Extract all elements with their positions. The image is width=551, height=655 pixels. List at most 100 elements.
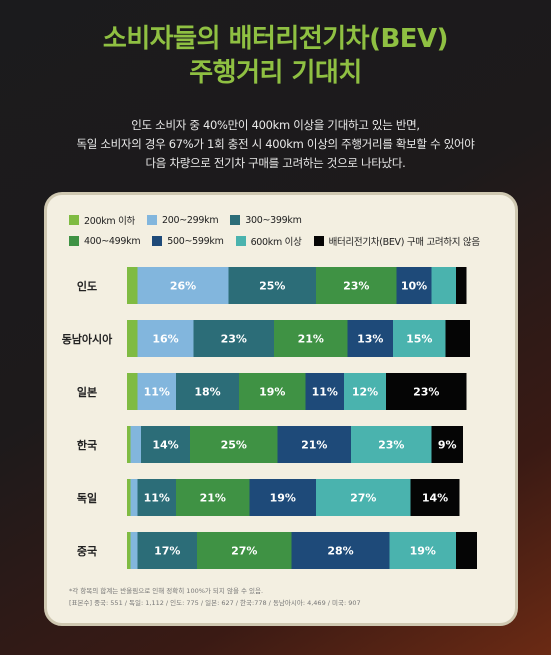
bar-segment xyxy=(456,267,467,304)
bar-segment xyxy=(396,267,432,304)
legend-item: 배터리전기차(BEV) 구매 고려하지 않음 xyxy=(313,234,481,248)
subtitle-line-3: 다음 차량으로 전기차 구매를 고려하는 것으로 나타났다. xyxy=(145,156,406,170)
data-label: 11% xyxy=(144,492,170,505)
bar-segment xyxy=(347,320,393,357)
subtitle-line-2: 독일 소비자의 경우 67%가 1회 충전 시 400km 이상의 주행거리를 … xyxy=(76,137,475,151)
data-label: 9% xyxy=(438,439,457,452)
category-label: 일본 xyxy=(76,385,98,399)
bar-segment xyxy=(130,426,141,463)
legend-swatch xyxy=(313,236,324,246)
data-label: 27% xyxy=(231,545,257,558)
data-label: 10% xyxy=(401,280,427,293)
bar-segment xyxy=(197,532,292,569)
bar-segment xyxy=(141,426,190,463)
data-label: 18% xyxy=(194,386,220,399)
title-line-1: 소비자들의 배터리전기차(BEV) xyxy=(102,24,449,54)
data-label: 23% xyxy=(221,333,247,346)
bar-segment xyxy=(431,426,463,463)
bar-segment xyxy=(274,320,348,357)
legend-swatch xyxy=(69,215,79,225)
data-label: 15% xyxy=(406,333,432,346)
page-title: 소비자들의 배터리전기차(BEV) 주행거리 기대치 xyxy=(0,22,551,90)
bar-segment xyxy=(277,426,351,463)
data-label: 12% xyxy=(352,386,378,399)
legend-label: 300~399km xyxy=(245,214,302,226)
legend-item: 200km 이하 xyxy=(69,213,135,227)
data-label: 23% xyxy=(343,280,369,293)
bar-segment xyxy=(137,373,176,410)
category-label: 중국 xyxy=(76,544,98,558)
bar-segment xyxy=(137,532,197,569)
chart-legend: 200km 이하 200~299km 300~399km 400~499km 500~5… xyxy=(69,213,509,255)
data-label: 25% xyxy=(259,280,285,293)
bar-segment xyxy=(137,267,229,304)
data-label: 28% xyxy=(327,545,353,558)
bar-segment xyxy=(127,426,131,463)
bar-segment xyxy=(386,373,467,410)
data-label: 25% xyxy=(221,439,247,452)
legend-item: 200~299km xyxy=(147,213,219,227)
category-label: 한국 xyxy=(76,438,98,452)
data-label: 14% xyxy=(152,439,178,452)
bar-segment xyxy=(316,267,397,304)
data-label: 16% xyxy=(152,333,178,346)
bar-segment xyxy=(137,479,176,516)
bar-segment xyxy=(393,320,446,357)
footnote-line-2: [표본수] 중국: 551 / 독일: 1,112 / 인도: 775 / 일본… xyxy=(69,599,361,607)
data-label: 11% xyxy=(312,386,338,399)
data-label: 23% xyxy=(413,386,439,399)
legend-swatch xyxy=(152,236,163,246)
footnote-line-1: *각 항목의 합계는 반올림으로 인해 정확히 100%가 되지 않을 수 있음… xyxy=(69,587,264,595)
legend-label: 500~599km xyxy=(167,235,224,247)
category-label: 동남아시아 xyxy=(61,332,113,346)
legend-row: 200km 이하 200~299km 300~399km xyxy=(69,213,509,227)
subtitle: 인도 소비자 중 40%만이 400km 이상을 기대하고 있는 반면, 독일 … xyxy=(0,116,551,173)
data-label: 21% xyxy=(301,439,327,452)
bar-segment xyxy=(127,532,131,569)
bar-segment xyxy=(193,320,274,357)
bar-segment xyxy=(456,532,477,569)
bar-segment xyxy=(351,426,432,463)
bar-segment xyxy=(176,479,250,516)
data-label: 23% xyxy=(378,439,404,452)
legend-row: 400~499km 500~599km 600km 이상 배터리전기차(BEV) 구매… xyxy=(69,234,509,248)
data-label: 19% xyxy=(270,492,296,505)
legend-label: 600km 이상 xyxy=(250,237,302,248)
data-label: 26% xyxy=(170,280,196,293)
bar-segment xyxy=(249,479,316,516)
bar-segment xyxy=(431,267,456,304)
data-label: 21% xyxy=(200,492,226,505)
bar-segment xyxy=(127,373,138,410)
legend-label: 400~499km xyxy=(84,235,141,247)
bar-segment xyxy=(305,373,344,410)
bar-segment xyxy=(127,320,138,357)
legend-swatch xyxy=(235,236,246,246)
bar-segment xyxy=(176,373,239,410)
legend-label: 배터리전기차(BEV) 구매 고려하지 않음 xyxy=(328,237,481,248)
data-label: 17% xyxy=(154,545,180,558)
legend-item: 500~599km xyxy=(152,234,224,248)
legend-label: 200km 이하 xyxy=(84,216,135,227)
bar-segment xyxy=(228,267,316,304)
bar-segment xyxy=(344,373,386,410)
bar-segment xyxy=(445,320,470,357)
legend-item: 400~499km xyxy=(69,234,141,248)
data-label: 19% xyxy=(410,545,436,558)
bar-segment xyxy=(239,373,306,410)
bar-segment xyxy=(410,479,460,516)
bar-segment xyxy=(190,426,278,463)
legend-item: 300~399km xyxy=(230,213,302,227)
legend-swatch xyxy=(147,215,157,225)
data-label: 14% xyxy=(422,492,448,505)
data-label: 19% xyxy=(259,386,285,399)
stacked-bar-chart: 26% 25% 23% 10% 16% 23% 21% 13% 15% 11% 18% 19% 11% 1… xyxy=(127,267,477,569)
footnote: *각 항목의 합계는 반올림으로 인해 정확히 100%가 되지 않을 수 있음… xyxy=(69,585,499,609)
data-label: 13% xyxy=(357,333,383,346)
bar-segment xyxy=(137,320,194,357)
bar-segment xyxy=(130,532,138,569)
legend-item: 600km 이상 xyxy=(235,234,302,248)
bar-segment xyxy=(389,532,456,569)
legend-swatch xyxy=(69,236,79,246)
legend-swatch xyxy=(230,215,241,225)
title-line-2: 주행거리 기대치 xyxy=(189,58,362,88)
